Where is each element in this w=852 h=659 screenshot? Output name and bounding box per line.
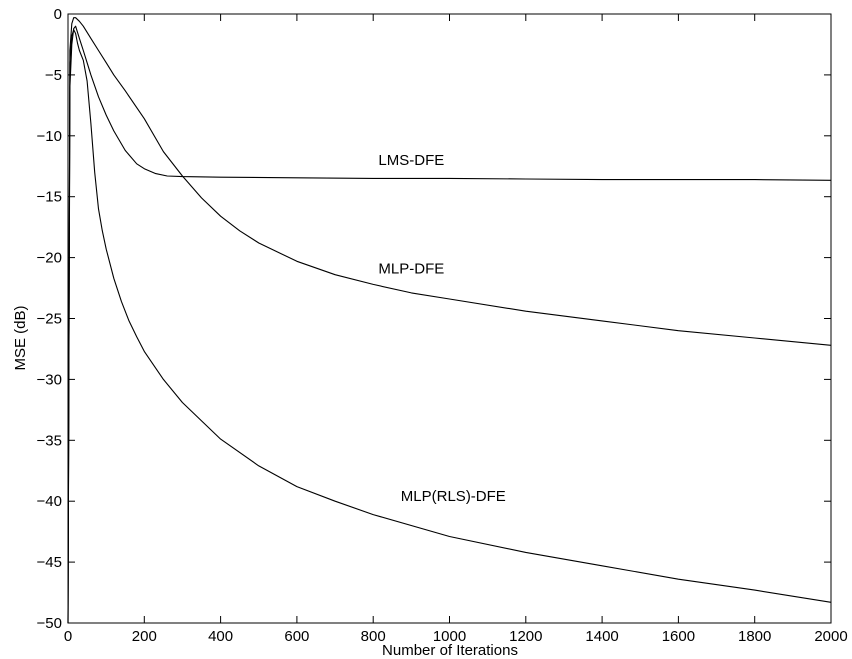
- series-line-mlp-dfe: [67, 17, 832, 624]
- x-tick-label: 1000: [433, 628, 466, 645]
- x-tick-label: 800: [361, 628, 386, 645]
- y-axis-title: MSE (dB): [12, 305, 29, 370]
- x-tick-label: 600: [284, 628, 309, 645]
- series-line-lms-dfe: [67, 25, 832, 624]
- y-tick-label: −20: [37, 250, 62, 267]
- y-tick-label: −35: [37, 432, 62, 449]
- x-tick-label: 1200: [509, 628, 542, 645]
- x-tick-label: 200: [132, 628, 157, 645]
- x-tick-label: 400: [208, 628, 233, 645]
- series-label-mlp-rls-dfe: MLP(RLS)-DFE: [401, 488, 506, 505]
- series-layer: [67, 17, 832, 624]
- x-tick-label: 2000: [814, 628, 847, 645]
- y-tick-label: −30: [37, 371, 62, 388]
- x-tick-label: 1600: [662, 628, 695, 645]
- x-axis: 0 200 400 600 800 1000 1200 1400 1600 1800 2000: [64, 14, 848, 645]
- y-tick-label: −15: [37, 189, 62, 206]
- y-tick-label: −25: [37, 311, 62, 328]
- x-axis-title: Number of Iterations: [382, 642, 518, 659]
- series-labels: LMS-DFE MLP-DFE MLP(RLS)-DFE: [378, 152, 505, 505]
- y-axis: 0 −5 −10 −15 −20 −25 −30 −35 −40 −45 −50: [37, 6, 831, 632]
- y-tick-label: −45: [37, 554, 62, 571]
- series-label-lms-dfe: LMS-DFE: [378, 152, 444, 169]
- y-tick-label: −50: [37, 615, 62, 632]
- x-tick-label: 1400: [585, 628, 618, 645]
- x-tick-label: 1800: [738, 628, 771, 645]
- plot-area: [67, 13, 832, 624]
- y-tick-label: −40: [37, 493, 62, 510]
- x-tick-label: 0: [64, 628, 72, 645]
- plot-border: [67, 13, 832, 624]
- y-tick-label: 0: [54, 6, 62, 23]
- y-tick-label: −5: [45, 67, 62, 84]
- y-tick-label: −10: [37, 128, 62, 145]
- series-line-mlp-rls-dfe: [67, 29, 832, 624]
- series-label-mlp-dfe: MLP-DFE: [378, 260, 444, 277]
